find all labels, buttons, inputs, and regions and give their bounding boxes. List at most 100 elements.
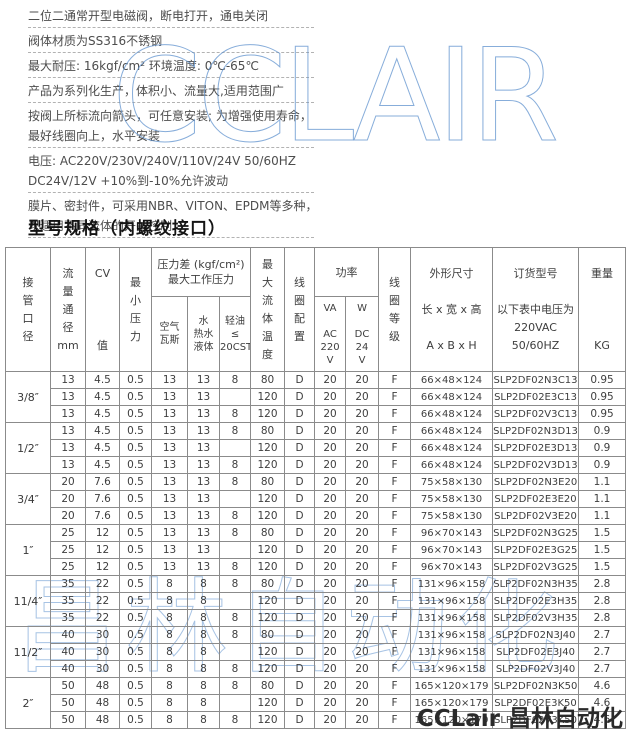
cell-air-gas: 8	[151, 694, 188, 712]
header-power-group: 功率	[314, 247, 380, 297]
cell-va: 20	[314, 694, 347, 712]
table-row: 1/2″ 13 4.5 0.5 13 13 8 80 D 20 20 F 66×48×124 SLP2DF…	[5, 422, 627, 474]
cell-va: 20	[314, 626, 347, 644]
cell-order-model: SLP2DF02E3G25	[492, 541, 580, 559]
cell-min-pressure: 0.5	[119, 694, 152, 712]
cell-dimensions: 131×96×158	[410, 575, 494, 593]
cell-weight: 1.1	[578, 473, 627, 491]
table-row: 13 4.5 0.5 13 13 120 D 20 20 F 66×48×124 SLP2DF02E3…	[6, 388, 627, 406]
table-row: 50 48 0.5 8 8 120 D 20 20 F 165×120×179 SLP2DF02E3K…	[6, 694, 627, 712]
cell-va: 20	[314, 609, 347, 627]
cell-dimensions: 66×48×124	[410, 388, 494, 406]
cell-order-model: SLP2DF02N3G25	[492, 524, 580, 542]
cell-coil-config: D	[284, 609, 316, 627]
cell-va: 20	[314, 422, 347, 440]
header-pressure-diff-group: 压力差 (kgf/cm²) 最大工作压力	[150, 247, 252, 297]
cell-dimensions: 165×120×179	[410, 711, 494, 729]
cell-cv: 4.5	[85, 422, 120, 440]
cell-coil-grade: F	[378, 694, 412, 712]
cell-light-oil: 8	[218, 626, 252, 644]
cell-w: 20	[345, 660, 380, 678]
cell-weight: 2.7	[578, 643, 627, 661]
cell-flow-dia: 25	[50, 541, 86, 559]
cell-coil-grade: F	[378, 439, 412, 457]
cell-max-temp: 80	[250, 422, 286, 440]
cell-weight: 0.9	[578, 439, 627, 457]
cell-dimensions: 131×96×158	[410, 592, 494, 610]
cell-weight: 1.1	[578, 490, 627, 508]
cell-air-gas: 13	[151, 507, 188, 525]
cell-flow-dia: 35	[50, 592, 86, 610]
cell-w: 20	[345, 422, 380, 440]
cell-dimensions: 131×96×158	[410, 609, 494, 627]
cell-coil-config: D	[284, 388, 316, 406]
cell-dimensions: 75×58×130	[410, 473, 494, 491]
header-w: W DC 24 V	[345, 296, 380, 372]
cell-flow-dia: 13	[50, 371, 86, 389]
cell-water: 8	[187, 575, 220, 593]
cell-light-oil: 8	[218, 677, 252, 695]
note-text: 产品为系列化生产，体积小、流量大,适用范围广	[28, 84, 284, 98]
cell-weight: 0.9	[578, 456, 627, 474]
cell-light-oil: 8	[218, 371, 252, 389]
dashed-divider	[28, 237, 314, 238]
dashed-divider	[28, 192, 314, 193]
cell-coil-grade: F	[378, 626, 412, 644]
table-row: 20 7.6 0.5 13 13 120 D 20 20 F 75×58×130 SLP2DF02E3…	[6, 490, 627, 508]
note-text: 阀体材质为SS316不锈钢	[28, 34, 163, 48]
cell-weight: 2.8	[578, 575, 627, 593]
cell-coil-grade: F	[378, 541, 412, 559]
cell-coil-config: D	[284, 473, 316, 491]
cell-weight: 0.95	[578, 388, 627, 406]
cell-light-oil: 8	[218, 575, 252, 593]
cell-air-gas: 8	[151, 643, 188, 661]
header-cv: CV 值	[85, 247, 120, 372]
cell-weight: 2.7	[578, 626, 627, 644]
table-row: 25 12 0.5 13 13 8 120 D 20 20 F 96×70×143 SLP2DF02V3…	[6, 558, 627, 576]
cell-max-temp: 120	[250, 388, 286, 406]
table-row: 13 4.5 0.5 13 13 120 D 20 20 F 66×48×124 SLP2DF02E3…	[6, 439, 627, 457]
cell-cv: 7.6	[85, 473, 120, 491]
cell-dimensions: 131×96×158	[410, 660, 494, 678]
cell-coil-grade: F	[378, 609, 412, 627]
cell-coil-config: D	[284, 626, 316, 644]
cell-water: 13	[187, 422, 220, 440]
note-text: DC24V/12V +10%到-10%允许波动	[28, 174, 229, 188]
pipe-size-cell: 3/8″	[5, 371, 51, 423]
cell-coil-config: D	[284, 643, 316, 661]
cell-min-pressure: 0.5	[119, 626, 152, 644]
cell-max-temp: 120	[250, 541, 286, 559]
cell-air-gas: 13	[151, 439, 188, 457]
cell-w: 20	[345, 405, 380, 423]
cell-light-oil: 8	[218, 711, 252, 729]
cell-cv: 30	[85, 626, 120, 644]
cell-air-gas: 13	[151, 558, 188, 576]
cell-max-temp: 120	[250, 643, 286, 661]
cell-va: 20	[314, 490, 347, 508]
cell-flow-dia: 20	[50, 490, 86, 508]
cell-coil-grade: F	[378, 371, 412, 389]
cell-va: 20	[314, 507, 347, 525]
header-weight: 重量 KG	[578, 247, 627, 372]
cell-cv: 4.5	[85, 405, 120, 423]
pipe-size-cell: 1/2″	[5, 422, 51, 474]
cell-cv: 22	[85, 592, 120, 610]
cell-light-oil	[218, 541, 252, 559]
cell-va: 20	[314, 643, 347, 661]
cell-air-gas: 13	[151, 524, 188, 542]
cell-air-gas: 13	[151, 456, 188, 474]
cell-coil-config: D	[284, 575, 316, 593]
cell-coil-config: D	[284, 507, 316, 525]
cell-coil-config: D	[284, 490, 316, 508]
cell-cv: 30	[85, 643, 120, 661]
cell-va: 20	[314, 524, 347, 542]
cell-max-temp: 120	[250, 592, 286, 610]
cell-w: 20	[345, 575, 380, 593]
cell-coil-grade: F	[378, 405, 412, 423]
cell-light-oil	[218, 592, 252, 610]
cell-w: 20	[345, 456, 380, 474]
header-water: 水 热水 液体	[187, 296, 220, 372]
spec-table: 接 管 口 径 流 量 通 径 mm CV 值 最 小 压 力 压力差 (kgf…	[5, 247, 627, 729]
cell-order-model: SLP2DF02V3K50	[492, 711, 580, 729]
cell-max-temp: 120	[250, 405, 286, 423]
